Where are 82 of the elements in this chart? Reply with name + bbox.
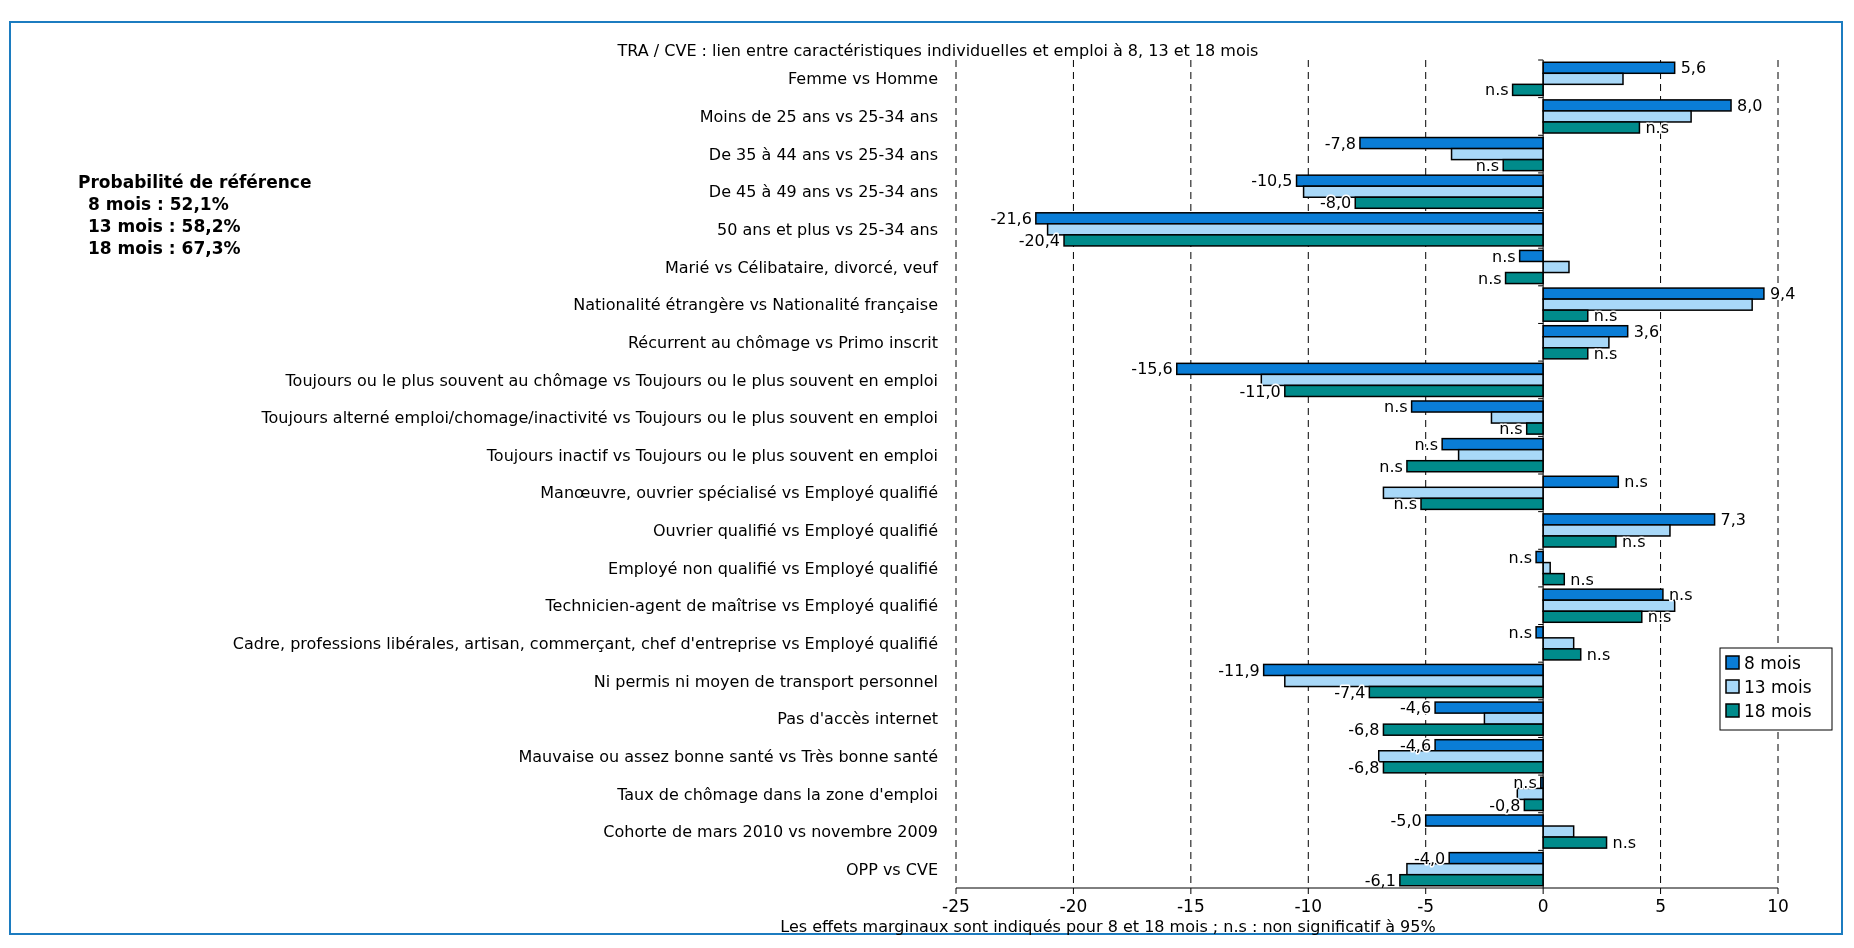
- y-tick-label: Mauvaise ou assez bonne santé vs Très bonne santé: [518, 746, 938, 766]
- data-label: -7,8: [1324, 133, 1356, 153]
- data-label: 5,6: [1680, 58, 1707, 78]
- data-label: n.s: [1379, 456, 1403, 476]
- data-label: -6,1: [1364, 870, 1396, 890]
- data-label: n.s: [1475, 155, 1500, 175]
- data-label: n.s: [1508, 547, 1533, 567]
- y-tick-label: Ouvrier qualifié vs Employé qualifié: [652, 521, 938, 541]
- y-tick-label: De 35 à 44 ans vs 25-34 ans: [708, 144, 938, 164]
- y-tick-label: Technicien-agent de maîtrise vs Employé qualifié: [544, 596, 938, 616]
- data-label: -20,4: [1018, 231, 1061, 250]
- y-tick-label: Ni permis ni moyen de transport personnel: [593, 671, 938, 691]
- legend-label: 18 mois: [1744, 700, 1812, 721]
- y-tick-label: Récurrent au chômage vs Primo inscrit: [627, 332, 938, 352]
- data-label: -11,0: [1239, 381, 1281, 401]
- y-tick-label: Toujours ou le plus souvent au chômage vs Toujours ou le plus souvent en emploi: [284, 370, 938, 390]
- data-label: 3,6: [1633, 321, 1660, 341]
- data-label: n.s: [1513, 773, 1537, 793]
- y-tick-label: Toujours alterné emploi/chomage/inactivité vs Toujours ou le plus souvent en emploi: [260, 408, 938, 428]
- y-tick-label: Moins de 25 ans vs 25-34 ans: [699, 107, 938, 127]
- data-label: n.s: [1393, 494, 1418, 514]
- data-label: n.s: [1508, 622, 1533, 642]
- y-tick-label: 50 ans et plus vs 25-34 ans: [717, 219, 938, 239]
- data-label: 8,0: [1737, 96, 1763, 116]
- y-tick-label: Manœuvre, ouvrier spécialisé vs Employé qualifié: [540, 483, 938, 503]
- y-tick-label: De 45 à 49 ans vs 25-34 ans: [708, 182, 938, 202]
- data-label: n.s: [1414, 434, 1439, 454]
- data-label: -4,0: [1413, 848, 1446, 868]
- x-tick-label: -25: [942, 896, 970, 916]
- x-tick-label: 0: [1537, 896, 1549, 916]
- legend-label: 13 mois: [1744, 676, 1812, 697]
- text: 13 mois : 58,2%: [88, 216, 241, 236]
- data-label: n.s: [1384, 397, 1408, 417]
- data-label: -8,0: [1320, 193, 1352, 213]
- data-label: n.s: [1645, 118, 1669, 138]
- y-tick-label: Toujours inactif vs Toujours ou le plus souvent en emploi: [485, 445, 938, 465]
- y-tick-label: Taux de chômage dans la zone d'emploi: [616, 784, 938, 804]
- data-label: -10,5: [1251, 171, 1293, 191]
- y-tick-label: Employé non qualifié vs Employé qualifié: [608, 558, 938, 578]
- data-label: 7,3: [1720, 510, 1747, 530]
- x-tick-label: -20: [1059, 896, 1088, 916]
- y-tick-label: Nationalité étrangère vs Nationalité française: [573, 295, 938, 315]
- data-label: -5,0: [1390, 811, 1422, 831]
- data-label: n.s: [1499, 419, 1523, 439]
- x-tick-label: -5: [1417, 896, 1435, 916]
- data-label: n.s: [1624, 472, 1648, 492]
- data-label: -0,8: [1489, 795, 1521, 815]
- data-label: n.s: [1593, 306, 1618, 326]
- data-label: -21,6: [990, 208, 1032, 228]
- y-tick-label: Cadre, professions libérales, artisan, commerçant, chef d'entreprise vs Employé qualifié: [232, 633, 938, 653]
- data-label: -4,6: [1399, 698, 1432, 718]
- data-label: n.s: [1593, 343, 1618, 363]
- legend-label: 8 mois: [1744, 652, 1801, 673]
- y-tick-label: Marié vs Célibataire, divorcé, veuf: [664, 257, 939, 277]
- x-tick-label: 10: [1767, 896, 1789, 916]
- data-label: n.s: [1647, 607, 1672, 627]
- data-label: -15,6: [1131, 359, 1173, 379]
- data-label: n.s: [1668, 585, 1693, 605]
- chart-title: TRA / CVE : lien entre caractéristiques individuelles et emploi à 8, 13 et 18 mois: [616, 41, 1259, 60]
- data-label: -4,6: [1399, 735, 1432, 755]
- data-label: n.s: [1570, 569, 1594, 589]
- text: Probabilité de référence: [78, 172, 312, 192]
- data-label: n.s: [1621, 532, 1646, 552]
- data-label: n.s: [1478, 268, 1502, 288]
- text: 8 mois : 52,1%: [88, 194, 229, 214]
- data-label: n.s: [1612, 833, 1637, 853]
- data-label: -11,9: [1218, 660, 1260, 680]
- data-label: -6,8: [1348, 757, 1380, 777]
- y-tick-label: Pas d'accès internet: [777, 709, 938, 729]
- x-tick-label: 5: [1655, 896, 1666, 916]
- x-tick-label: -15: [1176, 896, 1205, 916]
- data-label: -6,8: [1348, 720, 1380, 740]
- data-label: n.s: [1586, 645, 1611, 664]
- data-label: 9,4: [1769, 284, 1796, 304]
- y-tick-label: OPP vs CVE: [845, 859, 938, 879]
- data-label: n.s: [1492, 246, 1516, 266]
- y-tick-label: Cohorte de mars 2010 vs novembre 2009: [603, 822, 938, 842]
- text: 18 mois : 67,3%: [88, 238, 241, 258]
- x-tick-label: -10: [1294, 896, 1323, 916]
- data-label: n.s: [1485, 80, 1509, 100]
- x-axis-title: Les effets marginaux sont indiqués pour 8 et 18 mois ; n.s : non significatif à 95%: [780, 917, 1436, 936]
- y-tick-label: Femme vs Homme: [788, 69, 938, 89]
